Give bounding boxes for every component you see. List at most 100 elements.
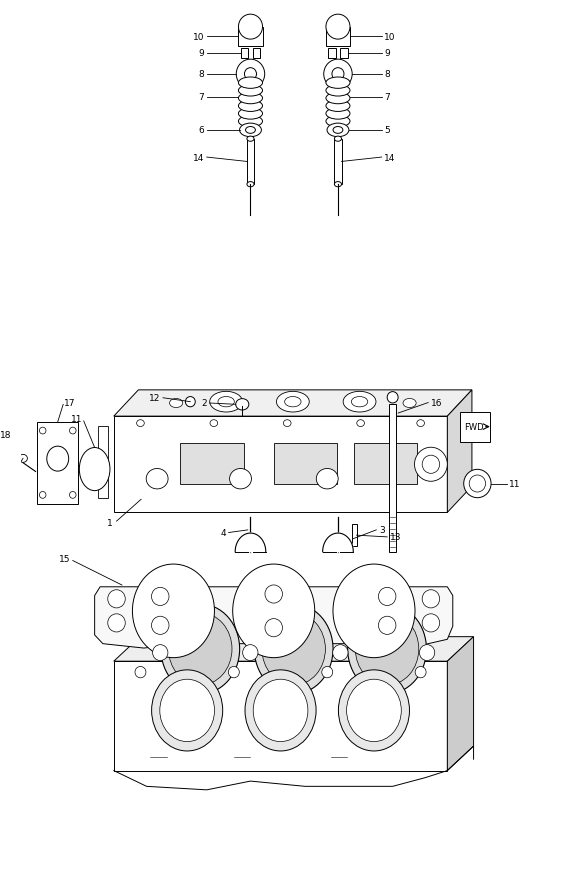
Ellipse shape [228,667,240,678]
Ellipse shape [108,590,125,609]
Ellipse shape [238,78,262,89]
Ellipse shape [151,670,222,751]
Bar [98,426,108,498]
Ellipse shape [160,680,215,742]
Ellipse shape [152,645,168,660]
Ellipse shape [326,78,350,89]
Ellipse shape [422,614,440,632]
Ellipse shape [335,182,341,188]
Polygon shape [114,637,473,661]
Bar [335,139,341,185]
Ellipse shape [352,397,368,408]
Ellipse shape [419,645,435,660]
Ellipse shape [238,15,262,40]
Ellipse shape [254,604,333,694]
Polygon shape [447,390,472,513]
Ellipse shape [170,399,183,408]
Ellipse shape [326,117,350,128]
Ellipse shape [469,475,485,493]
Ellipse shape [464,470,491,498]
Bar [340,48,348,59]
Ellipse shape [238,109,262,120]
Ellipse shape [357,420,364,427]
Ellipse shape [324,61,352,89]
Ellipse shape [218,397,234,408]
Ellipse shape [161,604,240,694]
Ellipse shape [108,614,125,632]
Polygon shape [37,423,79,504]
Ellipse shape [333,645,348,660]
Ellipse shape [284,397,301,408]
Text: 4: 4 [220,529,226,538]
Ellipse shape [47,446,69,472]
Ellipse shape [69,428,76,434]
Ellipse shape [238,93,262,104]
Ellipse shape [422,456,440,474]
Ellipse shape [79,448,110,491]
Bar [354,444,417,484]
Text: 17: 17 [64,399,76,408]
Ellipse shape [238,117,262,128]
Bar [460,412,490,443]
Ellipse shape [151,588,169,606]
Ellipse shape [265,585,282,603]
Ellipse shape [98,464,109,475]
Ellipse shape [238,101,262,112]
Text: 5: 5 [385,126,390,135]
Ellipse shape [242,645,258,660]
Ellipse shape [247,137,254,142]
Text: 11: 11 [71,414,83,424]
Text: 7: 7 [198,93,204,102]
Ellipse shape [233,565,315,658]
Text: 14: 14 [193,153,204,162]
Ellipse shape [19,455,27,463]
Ellipse shape [246,127,255,134]
Ellipse shape [133,565,215,658]
Ellipse shape [322,667,333,678]
Ellipse shape [326,15,350,40]
Ellipse shape [335,137,341,142]
Text: 15: 15 [59,554,70,564]
Ellipse shape [210,420,218,427]
Bar [274,444,337,484]
Ellipse shape [277,392,310,412]
Text: 7: 7 [385,93,390,102]
Bar [253,48,261,59]
Ellipse shape [137,420,145,427]
Ellipse shape [343,392,376,412]
Polygon shape [447,637,473,771]
Bar [389,405,396,553]
Polygon shape [114,661,447,771]
Bar [241,48,248,59]
Polygon shape [235,533,266,553]
Ellipse shape [283,420,291,427]
Ellipse shape [422,590,440,609]
Text: 2: 2 [201,399,207,408]
Text: 9: 9 [198,49,204,59]
Ellipse shape [265,619,282,637]
Ellipse shape [39,492,46,499]
Text: 9: 9 [385,49,390,59]
Ellipse shape [326,93,350,104]
Polygon shape [114,417,447,513]
Text: 8: 8 [198,70,204,79]
Ellipse shape [238,86,262,97]
Ellipse shape [339,670,410,751]
Ellipse shape [347,680,401,742]
Bar [238,27,262,46]
Ellipse shape [236,61,265,89]
Text: 18: 18 [0,431,11,439]
Polygon shape [94,587,453,648]
Text: 10: 10 [192,32,204,42]
Ellipse shape [236,399,249,410]
Ellipse shape [327,124,349,138]
Ellipse shape [245,670,316,751]
Bar [247,139,254,185]
Bar [180,444,244,484]
Text: 1: 1 [107,519,113,528]
Ellipse shape [356,613,419,685]
Text: 3: 3 [379,526,385,535]
Text: 8: 8 [385,70,390,79]
Ellipse shape [240,124,261,138]
Text: 16: 16 [431,399,443,408]
